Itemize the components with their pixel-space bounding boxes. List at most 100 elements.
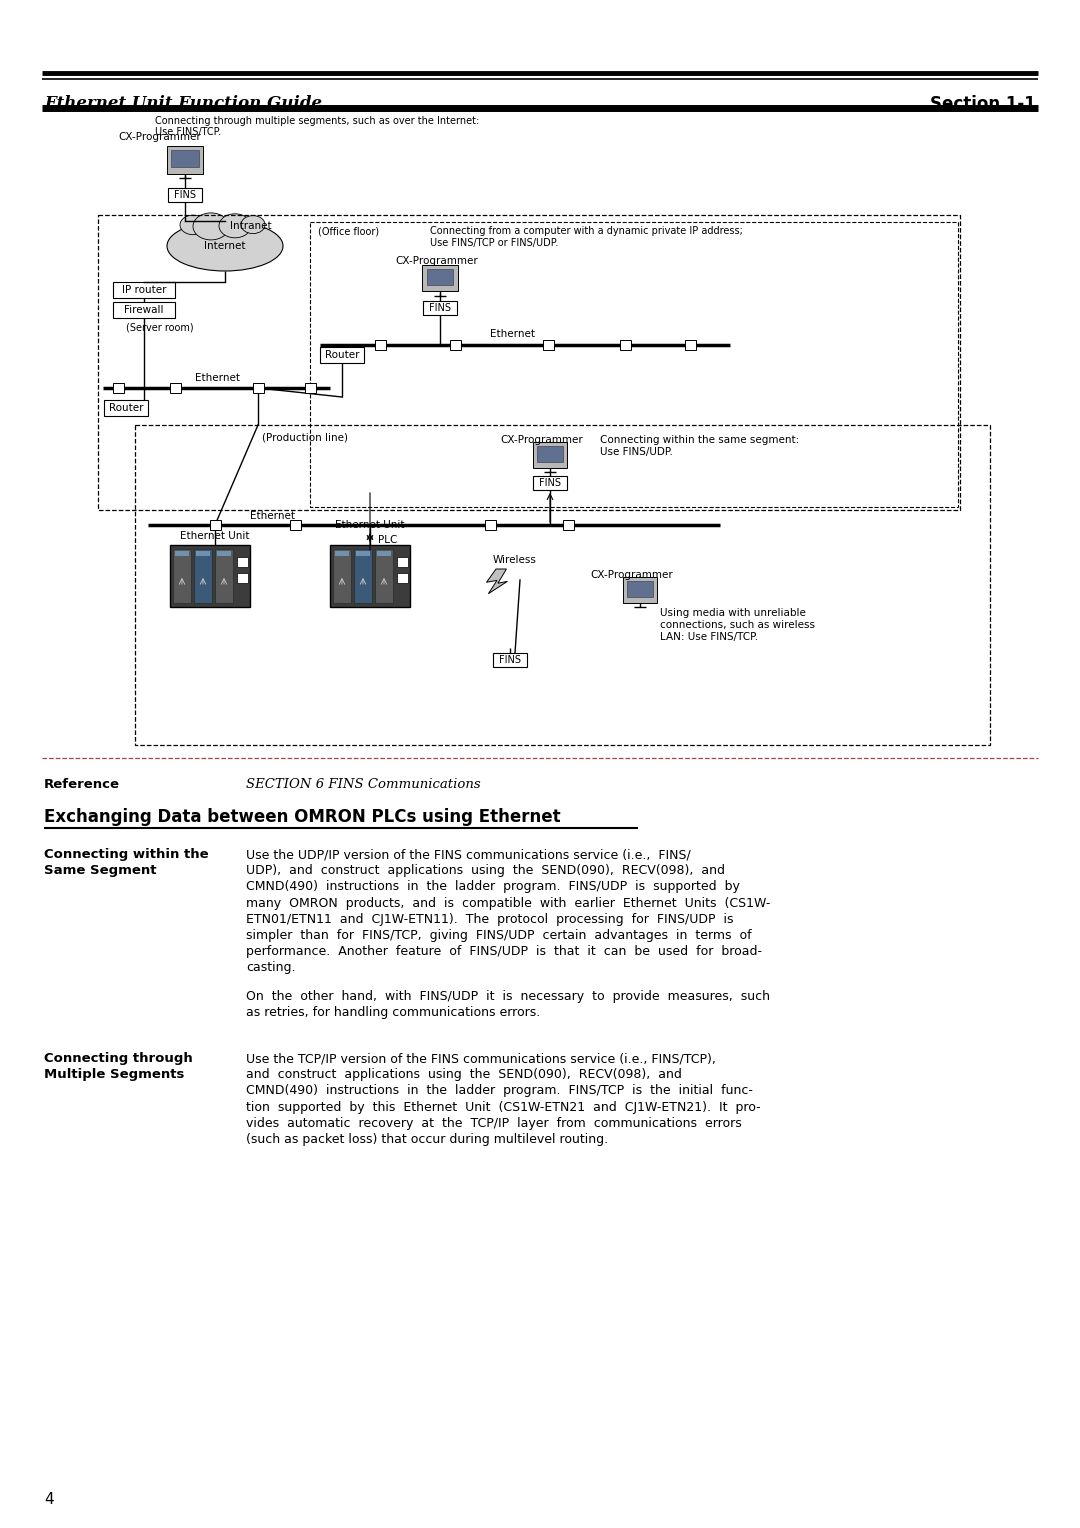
Text: Connecting within the: Connecting within the xyxy=(44,848,208,860)
Bar xyxy=(333,549,351,604)
Bar xyxy=(620,341,631,350)
Text: Multiple Segments: Multiple Segments xyxy=(44,1068,185,1082)
Bar xyxy=(112,384,123,393)
Bar xyxy=(537,446,563,461)
Text: Ethernet Unit: Ethernet Unit xyxy=(180,532,249,541)
Bar xyxy=(175,552,189,556)
Bar xyxy=(166,147,203,174)
Text: (Server room): (Server room) xyxy=(126,322,193,332)
Text: and  construct  applications  using  the  SEND(090),  RECV(098),  and: and construct applications using the SEN… xyxy=(246,1068,681,1082)
Text: CX-Programmer: CX-Programmer xyxy=(590,570,673,581)
Text: FINS: FINS xyxy=(174,189,195,200)
Bar xyxy=(485,520,496,530)
Text: simpler  than  for  FINS/TCP,  giving  FINS/UDP  certain  advantages  in  terms : simpler than for FINS/TCP, giving FINS/U… xyxy=(246,929,752,941)
Ellipse shape xyxy=(219,214,251,238)
Bar xyxy=(194,549,212,604)
Text: Section 1-1: Section 1-1 xyxy=(930,95,1036,113)
Text: Ethernet: Ethernet xyxy=(195,373,240,384)
Polygon shape xyxy=(486,568,508,594)
Text: CX-Programmer: CX-Programmer xyxy=(395,257,477,266)
Ellipse shape xyxy=(167,222,283,270)
Bar xyxy=(423,301,457,315)
Text: UDP),  and  construct  applications  using  the  SEND(090),  RECV(098),  and: UDP), and construct applications using t… xyxy=(246,865,725,877)
Bar xyxy=(237,558,248,567)
Text: casting.: casting. xyxy=(246,961,296,975)
Bar xyxy=(170,545,249,607)
Text: Internet: Internet xyxy=(204,241,246,251)
Text: Ethernet Unit: Ethernet Unit xyxy=(335,520,405,530)
Text: vides  automatic  recovery  at  the  TCP/IP  layer  from  communications  errors: vides automatic recovery at the TCP/IP l… xyxy=(246,1117,742,1129)
Text: tion  supported  by  this  Ethernet  Unit  (CS1W-ETN21  and  CJ1W-ETN21).  It  p: tion supported by this Ethernet Unit (CS… xyxy=(246,1100,760,1114)
Bar xyxy=(623,578,657,602)
Bar xyxy=(375,549,393,604)
Bar xyxy=(215,549,233,604)
Bar xyxy=(210,520,220,530)
Bar xyxy=(104,400,148,416)
Text: Use FINS/TCP.: Use FINS/TCP. xyxy=(156,127,221,138)
Bar xyxy=(534,442,567,468)
Text: Use the TCP/IP version of the FINS communications service (i.e., FINS/TCP),: Use the TCP/IP version of the FINS commu… xyxy=(246,1051,716,1065)
Bar xyxy=(98,215,960,510)
Text: CX-Programmer: CX-Programmer xyxy=(118,131,201,142)
Bar xyxy=(356,552,370,556)
Bar xyxy=(135,425,990,746)
Bar xyxy=(422,264,458,292)
Text: On  the  other  hand,  with  FINS/UDP  it  is  necessary  to  provide  measures,: On the other hand, with FINS/UDP it is n… xyxy=(246,990,770,1002)
Text: as retries, for handling communications errors.: as retries, for handling communications … xyxy=(246,1005,540,1019)
Text: CMND(490)  instructions  in  the  ladder  program.  FINS/UDP  is  supported  by: CMND(490) instructions in the ladder pro… xyxy=(246,880,740,894)
Text: Ethernet: Ethernet xyxy=(249,510,295,521)
Text: Wireless: Wireless xyxy=(492,555,537,565)
Text: PLC: PLC xyxy=(378,535,397,545)
Text: Ethernet: Ethernet xyxy=(490,329,535,339)
Text: CMND(490)  instructions  in  the  ladder  program.  FINS/TCP  is  the  initial  : CMND(490) instructions in the ladder pro… xyxy=(246,1085,753,1097)
Text: LAN: Use FINS/TCP.: LAN: Use FINS/TCP. xyxy=(660,633,758,642)
Bar xyxy=(375,341,386,350)
Bar xyxy=(168,188,202,202)
Text: Using media with unreliable: Using media with unreliable xyxy=(660,608,806,617)
Text: connections, such as wireless: connections, such as wireless xyxy=(660,620,815,630)
Text: (Office floor): (Office floor) xyxy=(318,226,379,235)
Text: Connecting within the same segment:: Connecting within the same segment: xyxy=(600,435,799,445)
Bar xyxy=(320,347,364,364)
Text: ETN01/ETN11  and  CJ1W-ETN11).  The  protocol  processing  for  FINS/UDP  is: ETN01/ETN11 and CJ1W-ETN11). The protoco… xyxy=(246,912,733,926)
Bar xyxy=(253,384,264,393)
Text: Firewall: Firewall xyxy=(124,306,164,315)
Bar xyxy=(310,222,958,507)
Text: Same Segment: Same Segment xyxy=(44,865,157,877)
Text: (Production line): (Production line) xyxy=(262,432,348,442)
Text: FINS: FINS xyxy=(499,656,521,665)
Text: Use FINS/UDP.: Use FINS/UDP. xyxy=(600,448,673,457)
Text: Connecting through multiple segments, such as over the Internet:: Connecting through multiple segments, su… xyxy=(156,116,480,125)
Bar xyxy=(449,341,460,350)
Text: Intranet: Intranet xyxy=(230,222,272,231)
Ellipse shape xyxy=(241,215,265,234)
Bar xyxy=(113,303,175,318)
Text: FINS: FINS xyxy=(429,303,451,313)
Text: FINS: FINS xyxy=(539,478,561,487)
Text: Router: Router xyxy=(109,403,144,413)
Bar xyxy=(377,552,391,556)
Bar xyxy=(217,552,231,556)
Bar xyxy=(171,150,199,168)
Bar xyxy=(397,558,408,567)
Ellipse shape xyxy=(180,215,206,235)
Bar xyxy=(113,283,175,298)
Ellipse shape xyxy=(193,212,229,240)
Bar xyxy=(492,652,527,668)
Bar xyxy=(173,549,191,604)
Text: SECTION 6 FINS Communications: SECTION 6 FINS Communications xyxy=(246,778,481,792)
Bar xyxy=(170,384,180,393)
Text: performance.  Another  feature  of  FINS/UDP  is  that  it  can  be  used  for  : performance. Another feature of FINS/UDP… xyxy=(246,946,762,958)
Text: Connecting from a computer with a dynamic private IP address;: Connecting from a computer with a dynami… xyxy=(430,226,743,235)
Bar xyxy=(397,573,408,584)
Text: (such as packet loss) that occur during multilevel routing.: (such as packet loss) that occur during … xyxy=(246,1132,608,1146)
Bar xyxy=(305,384,315,393)
Text: IP router: IP router xyxy=(122,286,166,295)
Bar xyxy=(627,581,653,597)
Bar xyxy=(335,552,349,556)
Bar xyxy=(237,573,248,584)
Bar xyxy=(563,520,573,530)
Text: Router: Router xyxy=(325,350,360,361)
Bar xyxy=(534,477,567,490)
Text: CX-Programmer: CX-Programmer xyxy=(500,435,583,445)
